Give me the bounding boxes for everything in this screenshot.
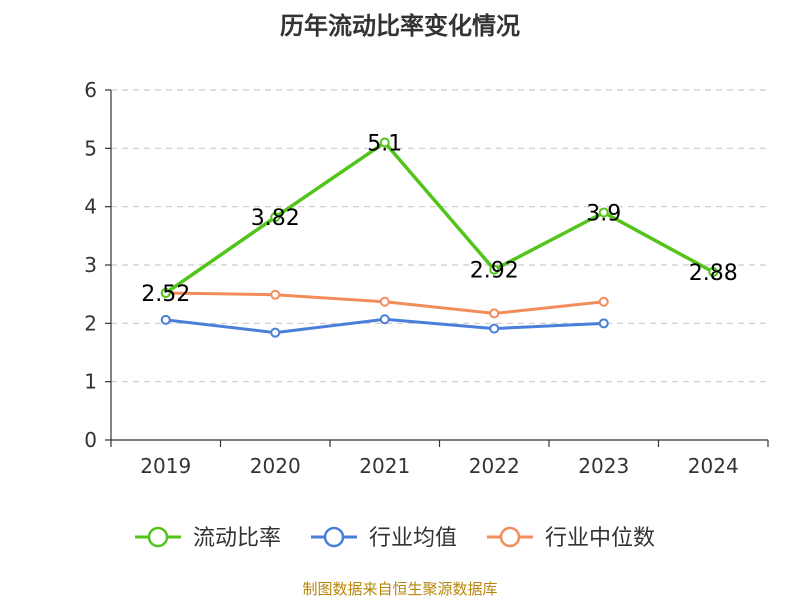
y-tick-label: 1 [84, 370, 97, 394]
legend-label: 行业均值 [369, 526, 457, 551]
y-tick-label: 5 [84, 136, 97, 160]
data-point [598, 207, 609, 218]
data-point [489, 264, 500, 275]
data-label: 3.82 [251, 206, 300, 231]
legend-item: 行业中位数 [487, 526, 655, 551]
x-tick-label: 2020 [250, 454, 301, 478]
data-point [160, 288, 171, 298]
data-point [160, 314, 171, 325]
legend-swatch-marker [147, 526, 169, 548]
data-point [379, 137, 390, 148]
series [160, 137, 719, 338]
x-tick-label: 2023 [578, 454, 629, 478]
legend-label: 行业中位数 [545, 526, 655, 551]
data-label: 2.88 [689, 261, 738, 286]
data-point [708, 267, 719, 277]
legend: 流动比率 行业均值 行业中位数 [135, 526, 655, 551]
y-tick-label: 6 [84, 78, 97, 102]
y-tick-label: 3 [84, 253, 97, 277]
axes: 0 1 2 3 4 5 6 2019 2020 2021 2022 2023 2024 [84, 78, 769, 478]
x-tick-label: 2022 [469, 454, 520, 478]
data-point [489, 323, 500, 334]
data-label: 2.52 [141, 282, 190, 307]
x-tick-label: 2021 [359, 454, 410, 478]
legend-swatch-marker [323, 526, 345, 548]
data-point [270, 212, 281, 223]
data-point [598, 296, 609, 307]
y-tick-label: 0 [84, 428, 97, 452]
data-label: 3.9 [586, 202, 621, 227]
data-point [379, 314, 390, 325]
y-tick-label: 2 [84, 311, 97, 335]
data-label: 2.92 [470, 259, 519, 284]
y-tick-label: 4 [84, 195, 97, 219]
legend-item: 流动比率 [135, 526, 281, 551]
series-line [164, 140, 715, 295]
chart-title: 历年流动比率变化情况 [280, 12, 520, 40]
data-point [270, 327, 281, 338]
grid-lines [111, 89, 768, 383]
data-point [270, 289, 281, 300]
data-point [489, 308, 500, 319]
legend-label: 流动比率 [193, 526, 281, 551]
legend-swatch-marker [499, 526, 521, 548]
data-label: 5.1 [367, 132, 402, 157]
data-point [598, 318, 609, 329]
x-tick-label: 2019 [140, 454, 191, 478]
data-labels: 2.52 3.82 5.1 2.92 3.9 2.88 [141, 132, 737, 308]
data-point [379, 296, 390, 307]
x-tick-label: 2024 [688, 454, 739, 478]
source-note: 制图数据来自恒生聚源数据库 [302, 580, 498, 598]
legend-item: 行业均值 [311, 526, 457, 551]
